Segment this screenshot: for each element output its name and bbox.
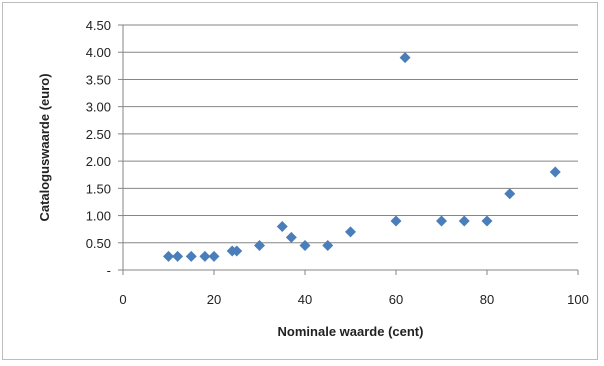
data-point [199, 250, 211, 262]
data-point [231, 245, 243, 257]
data-point [504, 188, 516, 200]
data-point [458, 215, 470, 227]
data-point [172, 250, 184, 262]
y-tick-label: 2.50 [86, 127, 111, 142]
y-tick-labels: - 0.50 1.00 1.50 2.00 2.50 3.00 3.50 4.00 4.50 [86, 18, 111, 278]
data-point [481, 215, 493, 227]
x-tick-label: 20 [207, 292, 221, 307]
data-point [322, 240, 334, 251]
data-point [163, 250, 174, 262]
data-points [163, 52, 561, 262]
chart-frame: - 0.50 1.00 1.50 2.00 2.50 3.00 3.50 4.00 4.50 0 2… [2, 2, 598, 360]
y-tick-label: - [107, 263, 111, 278]
x-tick-label: 100 [567, 292, 589, 307]
data-point [285, 231, 297, 243]
data-point [436, 215, 447, 227]
y-axis-title: Cataloguswaarde (euro) [37, 73, 52, 221]
x-axis-title: Nominale waarde (cent) [278, 324, 424, 339]
data-point [549, 166, 561, 178]
y-tick-label: 1.50 [86, 181, 111, 196]
grid-lines [123, 24, 578, 244]
x-tick-label: 60 [389, 292, 403, 307]
y-tick-label: 0.50 [86, 236, 111, 251]
data-point [254, 240, 265, 251]
y-tick-label: 1.00 [86, 209, 111, 224]
data-point [208, 250, 220, 262]
x-tick-label: 0 [119, 292, 126, 307]
y-tick-label: 4.00 [86, 45, 111, 60]
data-point [276, 220, 288, 232]
data-point [390, 215, 402, 227]
y-tick-label: 2.00 [86, 154, 111, 169]
y-tick-label: 3.50 [86, 72, 111, 87]
data-point [299, 240, 311, 251]
data-point [185, 250, 197, 262]
data-point [399, 52, 411, 64]
y-tick-label: 4.50 [86, 18, 111, 33]
y-tick-label: 3.00 [86, 100, 111, 115]
scatter-chart: - 0.50 1.00 1.50 2.00 2.50 3.00 3.50 4.00 4.50 0 2… [37, 18, 589, 339]
axes [118, 24, 579, 275]
data-point [345, 226, 356, 238]
x-tick-label: 80 [480, 292, 494, 307]
x-tick-label: 40 [298, 292, 312, 307]
x-tick-labels: 0 20 40 60 80 100 [119, 292, 588, 307]
